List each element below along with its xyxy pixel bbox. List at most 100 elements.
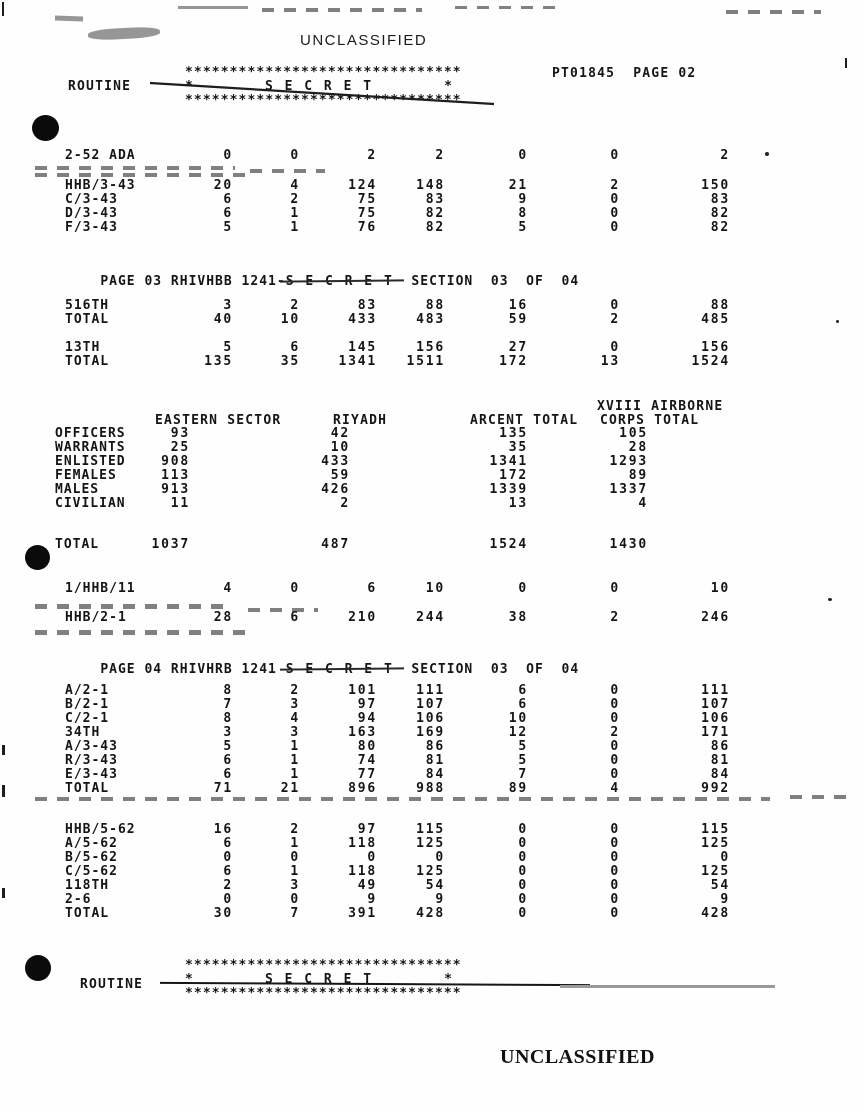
cell-value: 20 <box>213 178 233 193</box>
header-prefix: PAGE 03 RHIVHBB 1241- <box>100 274 286 289</box>
row-label: WARRANTS <box>55 440 126 455</box>
cell-value: 42 <box>330 426 350 441</box>
cell-value: 5 <box>518 753 528 768</box>
cell-value: 113 <box>161 468 190 483</box>
cell-value: 7 <box>223 697 233 712</box>
cell-value: 896 <box>348 781 377 796</box>
cell-value: 172 <box>499 354 528 369</box>
cell-value: 106 <box>416 711 445 726</box>
cell-value: 150 <box>701 178 730 193</box>
margin-tick <box>2 2 4 16</box>
cell-value: 1 <box>290 220 300 235</box>
cell-value: 135 <box>204 354 233 369</box>
table-row: MALES 913 426 1339 1337 <box>55 483 648 497</box>
page-reference: PT01845 PAGE 02 <box>552 66 697 81</box>
cell-value: 2 <box>290 822 300 837</box>
cell-value: 2 <box>223 878 233 893</box>
cell-value: 0 <box>518 148 528 163</box>
cell-value: 118 <box>348 864 377 879</box>
cell-value: 2 <box>610 178 620 193</box>
scan-smudge <box>35 797 770 801</box>
cell-value: 124 <box>348 178 377 193</box>
row-label: HHB/2-1 <box>65 610 127 625</box>
cell-value: 118 <box>348 836 377 851</box>
cell-value: 10 <box>710 581 730 596</box>
table-row: ENLISTED 908 433 1341 1293 <box>55 455 648 469</box>
cell-value: 169 <box>416 725 445 740</box>
cell-value: 1 <box>290 864 300 879</box>
table-row: A/2-1 8 2 101 111 6 0 111 <box>65 684 730 698</box>
cell-value: 0 <box>518 906 528 921</box>
cell-value: 0 <box>610 298 620 313</box>
cell-value: 0 <box>610 581 620 596</box>
cell-value: 6 <box>223 864 233 879</box>
row-label: HHB/3-43 <box>65 178 136 193</box>
cell-value: 106 <box>701 711 730 726</box>
cell-value: 1 <box>290 836 300 851</box>
secret-marking-struck: S E C R E T <box>285 274 394 289</box>
cell-value: 487 <box>321 537 350 552</box>
cell-value: 0 <box>610 892 620 907</box>
cell-value: 16 <box>508 298 528 313</box>
cell-value: 246 <box>701 610 730 625</box>
header-suffix: SECTION 03 OF 04 <box>393 662 580 677</box>
cell-value: 4 <box>638 496 648 511</box>
cell-value: 89 <box>508 781 528 796</box>
cell-value: 244 <box>416 610 445 625</box>
row-label: 2-6 <box>65 892 92 907</box>
cell-value: 1 <box>290 739 300 754</box>
banner-star: * <box>444 972 453 987</box>
cell-value: 35 <box>280 354 300 369</box>
cell-value: 156 <box>701 340 730 355</box>
row-label: 1/HHB/11 <box>65 581 136 596</box>
table-row: C/3-43 6 2 75 83 9 0 83 <box>65 193 730 207</box>
row-label: TOTAL <box>65 354 110 369</box>
secret-marking-struck: S E C R E T <box>285 662 394 677</box>
cell-value: 1 <box>290 206 300 221</box>
cell-value: 0 <box>610 864 620 879</box>
cell-value: 9 <box>518 192 528 207</box>
row-label: D/3-43 <box>65 206 118 221</box>
cell-value: 0 <box>223 148 233 163</box>
table-row: HHB/3-43 20 4 124 148 21 2 150 <box>65 179 730 193</box>
scan-dot <box>765 152 769 156</box>
cell-value: 88 <box>425 298 445 313</box>
row-label: R/3-43 <box>65 753 118 768</box>
banner-star: * <box>185 972 194 987</box>
banner-star: * <box>444 79 453 94</box>
table-row: 2-52 ADA 0 0 2 2 0 0 2 <box>65 149 730 163</box>
row-label: MALES <box>55 482 100 497</box>
cell-value: 59 <box>330 468 350 483</box>
cell-value: 21 <box>280 781 300 796</box>
cell-value: 9 <box>720 892 730 907</box>
cell-value: 74 <box>357 753 377 768</box>
cell-value: 0 <box>610 850 620 865</box>
cell-value: 83 <box>425 192 445 207</box>
cell-value: 0 <box>518 892 528 907</box>
cell-value: 0 <box>290 581 300 596</box>
row-label: HHB/5-62 <box>65 822 136 837</box>
cell-value: 1524 <box>489 537 528 552</box>
unit-table-3-43: HHB/3-43 20 4 124 148 21 2 150 C/3-43 6 2 75 83 9 0 83 D… <box>65 179 730 235</box>
cell-value: 80 <box>357 739 377 754</box>
cell-value: 25 <box>170 440 190 455</box>
table-row: TOTAL 30 7 391 428 0 0 428 <box>65 907 730 921</box>
cell-value: 40 <box>213 312 233 327</box>
cell-value: 0 <box>435 850 445 865</box>
cell-value: 1339 <box>489 482 528 497</box>
table-row: 516TH 3 2 83 88 16 0 88 <box>65 299 730 313</box>
row-label: A/2-1 <box>65 683 110 698</box>
cell-value: 6 <box>223 767 233 782</box>
summary-header-arcent: ARCENT TOTAL <box>470 413 579 428</box>
cell-value: 0 <box>610 753 620 768</box>
classification-footer: UNCLASSIFIED <box>500 1046 655 1068</box>
personnel-summary-total: TOTAL 1037 487 1524 1430 <box>55 538 648 552</box>
scan-smudge <box>35 173 250 177</box>
summary-header-eastern: EASTERN SECTOR <box>155 413 282 428</box>
cell-value: 111 <box>416 683 445 698</box>
cell-value: 0 <box>518 864 528 879</box>
cell-value: 0 <box>367 850 377 865</box>
cell-value: 6 <box>290 610 300 625</box>
cell-value: 82 <box>710 220 730 235</box>
scan-smudge <box>248 608 318 612</box>
